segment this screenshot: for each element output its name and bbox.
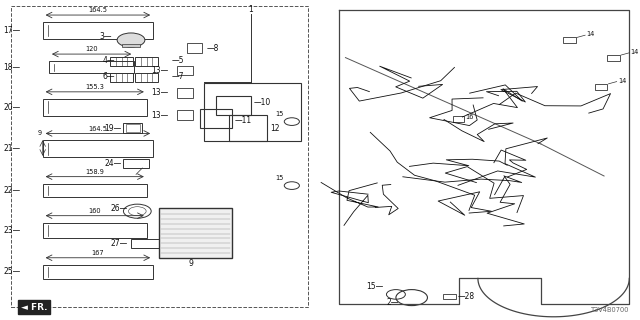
Text: 15: 15 xyxy=(275,111,284,116)
Text: 2—: 2— xyxy=(387,298,399,307)
Bar xyxy=(11,6,308,307)
Text: 4—: 4— xyxy=(103,56,115,65)
Text: T3V4B0700: T3V4B0700 xyxy=(591,308,629,313)
Text: 160: 160 xyxy=(88,208,101,214)
Text: 14: 14 xyxy=(618,78,627,84)
Text: ◄ FR.: ◄ FR. xyxy=(20,303,47,312)
Bar xyxy=(131,239,159,248)
Bar xyxy=(122,44,140,47)
Text: 155.3: 155.3 xyxy=(85,84,104,90)
Bar xyxy=(136,73,158,82)
Bar xyxy=(124,159,148,168)
Text: 18—: 18— xyxy=(3,63,20,72)
Text: —11: —11 xyxy=(235,116,252,124)
Text: 20—: 20— xyxy=(3,103,20,112)
Text: 14: 14 xyxy=(586,31,595,37)
Bar xyxy=(204,83,301,141)
Bar xyxy=(186,43,202,53)
Text: 167: 167 xyxy=(92,250,104,256)
Text: —8: —8 xyxy=(207,44,219,52)
Text: —28: —28 xyxy=(458,292,475,301)
Bar xyxy=(563,37,575,43)
Text: 9: 9 xyxy=(38,131,42,136)
Bar xyxy=(43,223,147,238)
Text: 13—: 13— xyxy=(152,66,169,75)
Text: 15: 15 xyxy=(275,175,284,180)
Text: 22—: 22— xyxy=(3,186,20,195)
Text: —10: —10 xyxy=(254,98,271,107)
Text: 25—: 25— xyxy=(3,268,20,276)
Text: 164.5: 164.5 xyxy=(88,126,108,132)
Bar xyxy=(43,22,153,39)
Bar xyxy=(177,110,193,120)
Bar xyxy=(110,73,133,82)
Bar xyxy=(595,84,607,90)
Bar xyxy=(43,184,147,197)
Bar xyxy=(228,115,267,141)
Text: 21—: 21— xyxy=(3,144,20,153)
Text: 14: 14 xyxy=(630,49,639,55)
Bar xyxy=(136,57,158,66)
Text: 164.5: 164.5 xyxy=(88,7,108,13)
Text: 13—: 13— xyxy=(152,111,169,120)
Text: 6—: 6— xyxy=(103,72,115,81)
Text: 15—: 15— xyxy=(366,282,383,291)
Bar xyxy=(43,99,147,116)
Bar xyxy=(43,265,153,279)
Text: 9: 9 xyxy=(189,260,193,268)
Text: 27—: 27— xyxy=(111,239,128,248)
Bar xyxy=(159,208,232,258)
Text: 3—: 3— xyxy=(100,32,112,41)
Bar xyxy=(177,66,193,75)
Bar xyxy=(452,116,464,122)
Bar xyxy=(444,294,456,299)
Bar xyxy=(110,57,133,66)
Bar xyxy=(124,123,142,133)
Text: —5: —5 xyxy=(172,56,184,65)
Text: 13—: 13— xyxy=(152,88,169,97)
Text: 1: 1 xyxy=(248,5,253,14)
Bar xyxy=(126,124,140,132)
Text: 120: 120 xyxy=(85,46,98,52)
Text: 24—: 24— xyxy=(104,159,122,168)
Bar xyxy=(607,55,620,61)
Bar xyxy=(43,140,153,157)
Text: 17—: 17— xyxy=(3,26,20,35)
Text: 158.9: 158.9 xyxy=(85,169,104,175)
Text: 23—: 23— xyxy=(3,226,20,235)
Text: 12: 12 xyxy=(270,124,279,132)
Text: 19—: 19— xyxy=(104,124,122,132)
Bar xyxy=(200,109,232,128)
Text: —7: —7 xyxy=(172,72,184,81)
Text: 16: 16 xyxy=(465,114,474,120)
Text: ◄ FR.: ◄ FR. xyxy=(20,303,47,312)
Bar xyxy=(49,61,134,73)
Text: 26—: 26— xyxy=(111,204,128,212)
Bar xyxy=(177,88,193,98)
Circle shape xyxy=(117,33,145,47)
Bar xyxy=(216,96,251,115)
